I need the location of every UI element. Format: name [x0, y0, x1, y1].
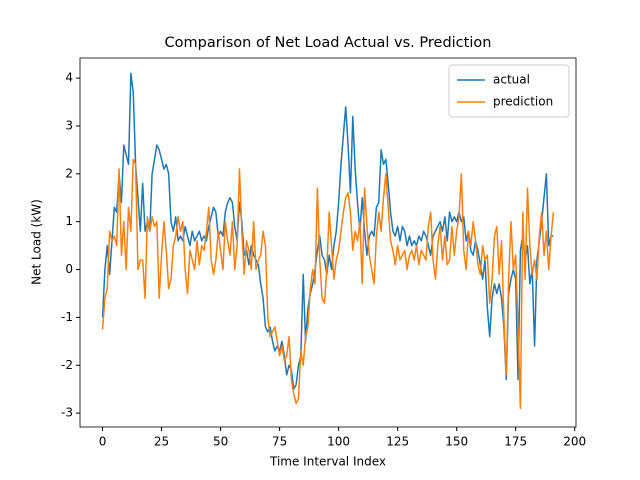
chart-title: Comparison of Net Load Actual vs. Predic…: [165, 35, 492, 51]
legend-box: [448, 64, 570, 118]
data-line: [101, 158, 555, 410]
y-tick-label: 1: [65, 214, 73, 228]
y-tick-label: -3: [61, 406, 73, 420]
legend-label: actual: [493, 73, 530, 87]
y-tick-label: 0: [65, 262, 73, 276]
x-tick-label: 100: [327, 435, 350, 449]
x-tick-label: 125: [386, 435, 409, 449]
y-tick-label: 2: [65, 166, 73, 180]
y-tick-label: 3: [65, 118, 73, 132]
x-tick-label: 50: [213, 435, 228, 449]
y-tick-label: -2: [61, 358, 73, 372]
y-tick-label: -1: [61, 310, 73, 324]
data-line: [101, 72, 554, 390]
legend-label: prediction: [493, 95, 553, 109]
y-tick-label: 4: [65, 71, 73, 85]
x-axis-label: Time Interval Index: [269, 455, 386, 469]
axes-frame: [79, 57, 577, 428]
x-tick-label: 75: [272, 435, 287, 449]
x-tick-label: 150: [445, 435, 468, 449]
x-tick-label: 175: [504, 435, 527, 449]
x-tick-label: 200: [563, 435, 586, 449]
y-axis-label: Net Load (kW): [30, 199, 44, 285]
x-tick-label: 25: [154, 435, 169, 449]
x-tick-label: 0: [99, 435, 107, 449]
